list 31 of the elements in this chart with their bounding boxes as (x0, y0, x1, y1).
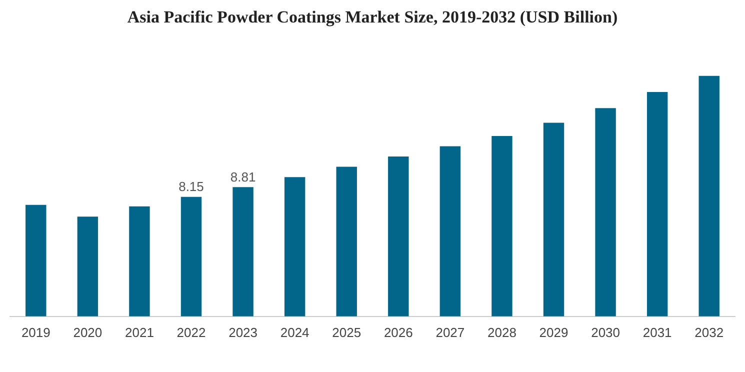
bar (336, 166, 357, 316)
x-tick-label: 2030 (591, 324, 620, 340)
bar (129, 206, 150, 316)
data-label: 8.15 (178, 178, 204, 194)
bar (543, 122, 564, 316)
x-tick-label: 2032 (694, 324, 724, 340)
x-tick-label: 2025 (332, 324, 362, 340)
x-tick-label: 2020 (73, 324, 102, 340)
x-tick-label: 2027 (436, 324, 465, 340)
x-tick-label: 2024 (280, 324, 310, 340)
bar (180, 196, 202, 316)
x-tick-label: 2019 (21, 324, 50, 340)
bar (440, 146, 461, 316)
x-tick-label: 2026 (384, 324, 413, 340)
bar (232, 187, 254, 316)
x-tick-label: 2023 (228, 324, 258, 340)
x-tick-label: 2029 (539, 324, 568, 340)
bar (388, 156, 409, 316)
chart-title: Asia Pacific Powder Coatings Market Size, 2019-2032 (USD Billion) (127, 8, 618, 27)
bar (284, 177, 306, 316)
bar (595, 108, 616, 316)
x-tick-label: 2022 (176, 324, 206, 340)
x-tick-label: 2028 (488, 324, 516, 340)
bar (698, 76, 720, 316)
bar (77, 216, 98, 316)
data-label: 8.81 (230, 169, 256, 184)
x-tick-label: 2031 (642, 324, 672, 340)
bar (492, 136, 512, 316)
x-tick-label: 2021 (125, 324, 154, 340)
bar (26, 204, 46, 316)
bar (646, 92, 668, 316)
